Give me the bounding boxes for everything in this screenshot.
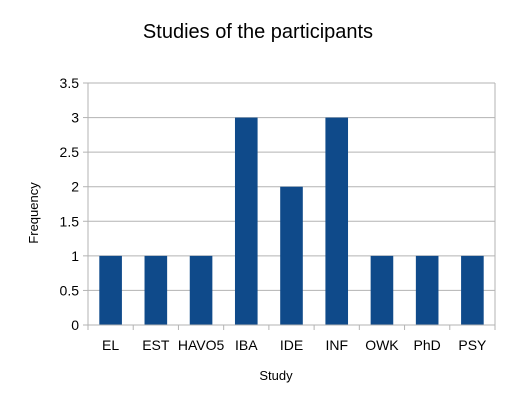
bar-inf bbox=[325, 117, 349, 325]
x-tick-label: IBA bbox=[235, 337, 258, 353]
bar-el bbox=[99, 255, 122, 325]
chart-title: Studies of the participants bbox=[143, 21, 373, 43]
x-tick-label: HAVO5 bbox=[178, 337, 225, 353]
axes bbox=[83, 82, 496, 330]
bar-est bbox=[144, 255, 168, 325]
bar-phd bbox=[415, 255, 439, 325]
bar-psy bbox=[461, 255, 484, 325]
y-tick-label: 0.5 bbox=[60, 282, 80, 298]
y-tick-label: 2.5 bbox=[60, 144, 80, 160]
bar-iba bbox=[234, 117, 258, 325]
x-tick-label: IDE bbox=[280, 337, 303, 353]
x-tick-label: PhD bbox=[414, 337, 441, 353]
y-tick-label: 3.5 bbox=[60, 75, 80, 91]
x-tick-label: EST bbox=[142, 337, 170, 353]
bars bbox=[99, 117, 484, 325]
x-axis-label: Study bbox=[259, 368, 293, 383]
bar-havo5 bbox=[189, 255, 213, 325]
y-tick-label: 3 bbox=[71, 110, 79, 126]
bar-ide bbox=[280, 186, 303, 325]
y-tick-labels: 0 0.5 1 1.5 2 2.5 3 3.5 bbox=[60, 75, 80, 333]
y-tick-label: 1.5 bbox=[60, 213, 80, 229]
y-tick-label: 2 bbox=[71, 179, 79, 195]
x-tick-label: INF bbox=[325, 337, 348, 353]
x-tick-label: OWK bbox=[365, 337, 399, 353]
bar-owk bbox=[370, 255, 394, 325]
x-tick-label: EL bbox=[102, 337, 119, 353]
x-tick-label: PSY bbox=[458, 337, 487, 353]
y-axis-label: Frequency bbox=[26, 182, 41, 244]
x-tick-labels: EL EST HAVO5 IBA IDE INF OWK PhD PSY bbox=[102, 337, 487, 353]
y-tick-label: 0 bbox=[71, 317, 79, 333]
y-tick-label: 1 bbox=[71, 248, 79, 264]
